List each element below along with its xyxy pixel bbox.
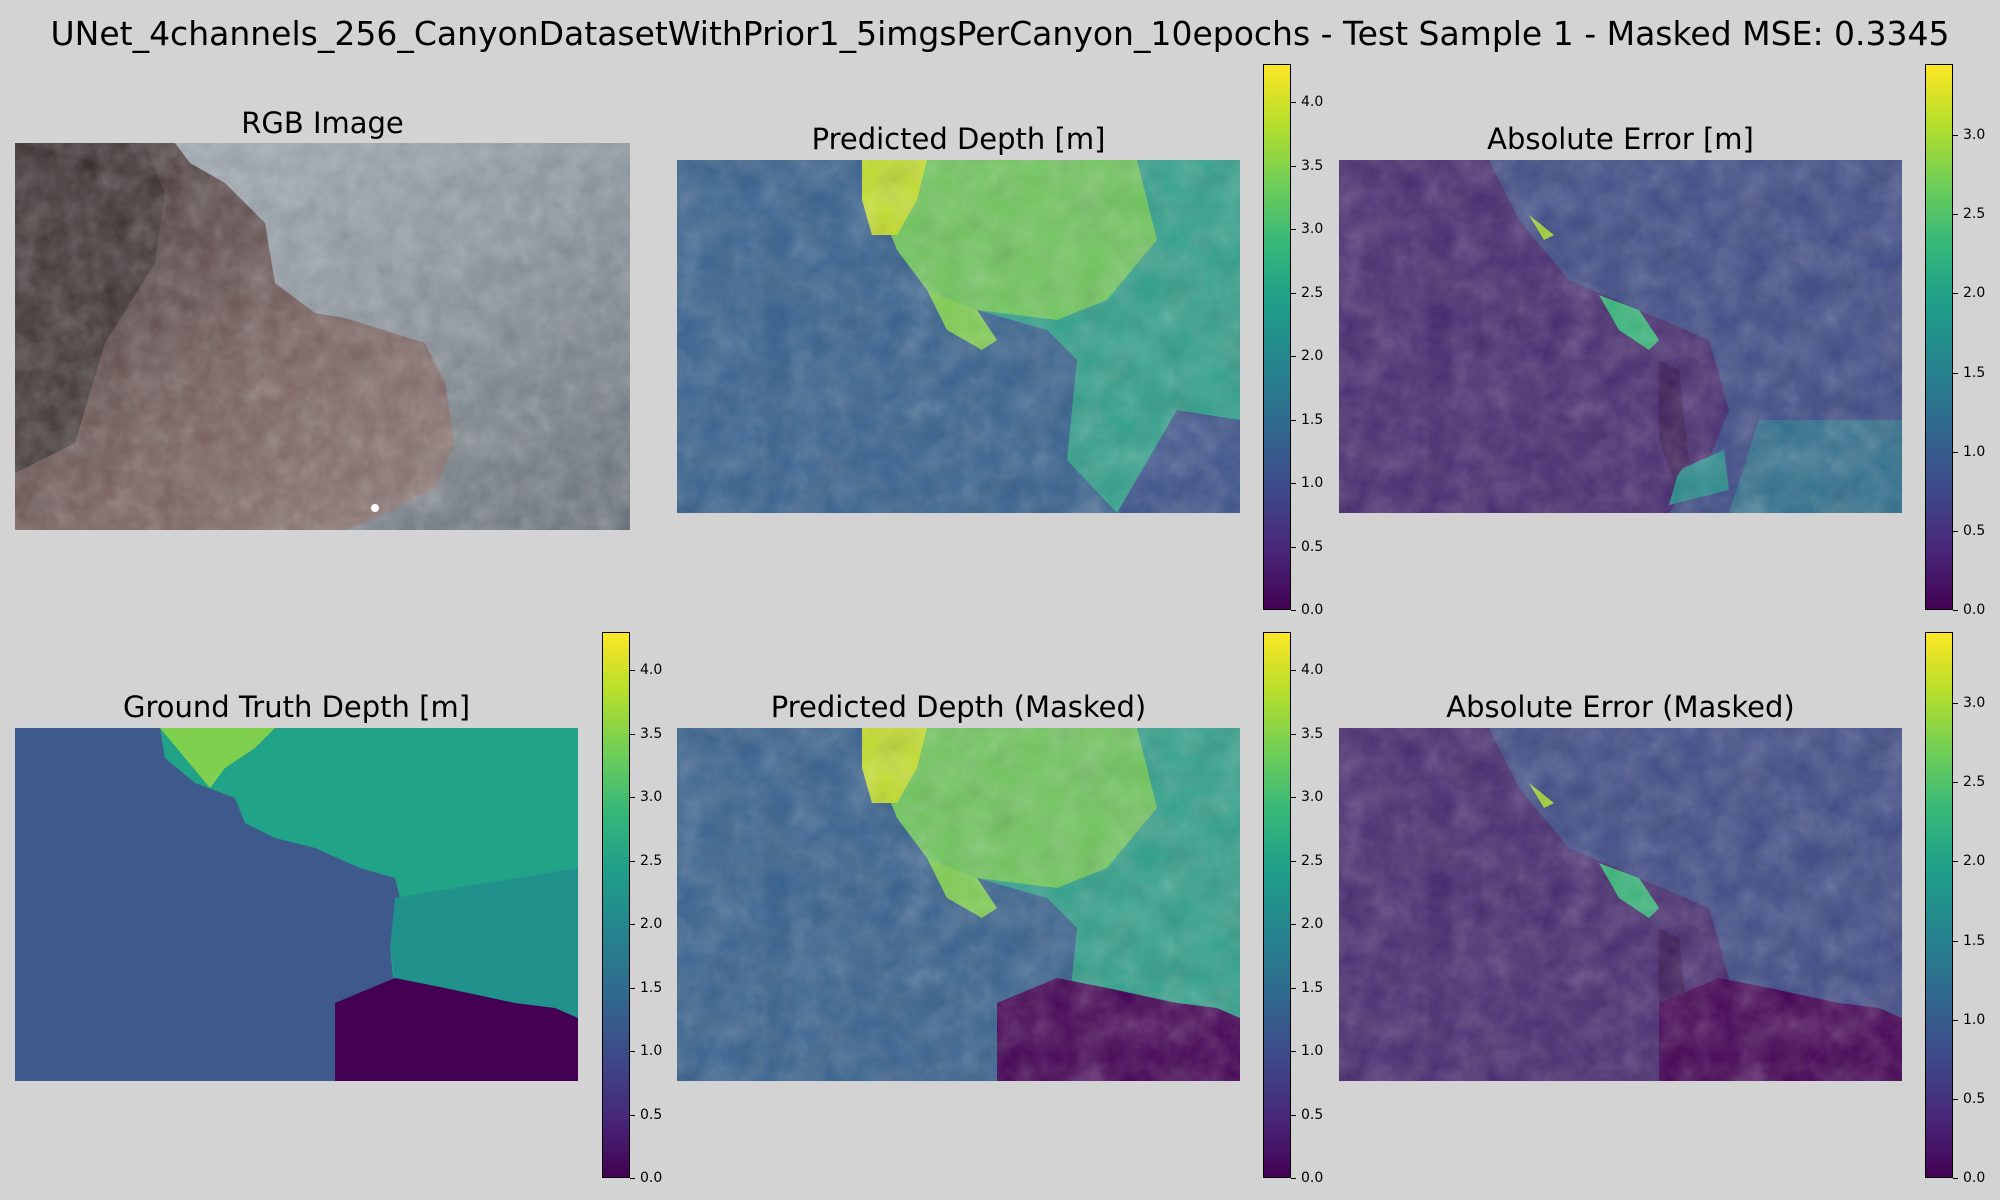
colorbar-tick-label: 2.5 — [1290, 284, 1324, 301]
colorbar-tick-label: 2.5 — [1952, 774, 1986, 791]
colorbar-tick-label: 3.0 — [629, 789, 663, 806]
predicted-depth-title: Predicted Depth [m] — [811, 122, 1106, 156]
colorbar-tick-label: 2.0 — [1290, 348, 1324, 365]
colorbar-tick-label: 2.0 — [1290, 916, 1324, 933]
colorbar-tick-label: 1.5 — [1290, 411, 1324, 428]
rgb-image-title: RGB Image — [241, 106, 404, 140]
colorbar-tick-label: 3.0 — [1290, 221, 1324, 238]
colorbar-tick-label: 2.0 — [1952, 853, 1986, 870]
colorbar-tick-label: 4.0 — [1290, 662, 1324, 679]
colorbar-tick-label: 3.5 — [1290, 725, 1324, 742]
predicted-depth-masked-colorbar — [1263, 632, 1291, 1178]
absolute-error-masked-title: Absolute Error (Masked) — [1446, 690, 1795, 724]
predicted-depth-masked-title: Predicted Depth (Masked) — [770, 690, 1147, 724]
ground-truth-depth-colorbar — [602, 632, 630, 1178]
colorbar-tick-label: 3.0 — [1952, 127, 1986, 144]
absolute-error-map — [1339, 160, 1902, 513]
colorbar-tick-label: 1.0 — [1952, 1011, 1986, 1028]
colorbar-tick-label: 0.5 — [1290, 1106, 1324, 1123]
colorbar-tick-label: 1.0 — [629, 1043, 663, 1060]
colorbar-tick-label: 0.5 — [1290, 538, 1324, 555]
predicted-depth-colorbar — [1263, 64, 1291, 610]
ground-truth-depth-map — [15, 728, 578, 1081]
colorbar-tick-label: 1.0 — [1952, 443, 1986, 460]
colorbar-tick-label: 2.0 — [1952, 285, 1986, 302]
colorbar-tick-label: 4.0 — [629, 662, 663, 679]
absolute-error-colorbar — [1925, 64, 1953, 610]
colorbar-tick-label: 3.5 — [629, 725, 663, 742]
colorbar-tick-label: 1.5 — [629, 979, 663, 996]
colorbar-tick-label: 1.5 — [1290, 979, 1324, 996]
colorbar-tick-label: 2.5 — [1952, 206, 1986, 223]
colorbar-tick-label: 1.5 — [1952, 364, 1986, 381]
colorbar-tick-label: 4.0 — [1290, 94, 1324, 111]
colorbar-tick-label: 0.0 — [1290, 602, 1324, 618]
absolute-error-title: Absolute Error [m] — [1487, 122, 1754, 156]
colorbar-tick-label: 0.5 — [1952, 1090, 1986, 1107]
figure-suptitle: UNet_4channels_256_CanyonDatasetWithPrio… — [50, 14, 1950, 53]
colorbar-tick-label: 1.5 — [1952, 932, 1986, 949]
absolute-error-masked-map — [1339, 728, 1902, 1081]
predicted-depth-map — [677, 160, 1240, 513]
colorbar-tick-label: 0.5 — [1952, 522, 1986, 539]
colorbar-tick-label: 0.0 — [1290, 1170, 1324, 1186]
colorbar-tick-label: 2.0 — [629, 916, 663, 933]
colorbar-tick-label: 2.5 — [1290, 852, 1324, 869]
ground-truth-depth-title: Ground Truth Depth [m] — [122, 690, 471, 724]
colorbar-tick-label: 0.0 — [1952, 1170, 1986, 1186]
predicted-depth-masked-map — [677, 728, 1240, 1081]
colorbar-tick-label: 3.0 — [1952, 695, 1986, 712]
colorbar-tick-label: 2.5 — [629, 852, 663, 869]
colorbar-tick-label: 3.5 — [1290, 157, 1324, 174]
colorbar-tick-label: 0.5 — [629, 1106, 663, 1123]
colorbar-tick-label: 1.0 — [1290, 475, 1324, 492]
colorbar-tick-label: 0.0 — [629, 1170, 663, 1186]
colorbar-tick-label: 1.0 — [1290, 1043, 1324, 1060]
colorbar-tick-label: 3.0 — [1290, 789, 1324, 806]
colorbar-tick-label: 0.0 — [1952, 602, 1986, 618]
absolute-error-masked-colorbar — [1925, 632, 1953, 1178]
rgb-image — [15, 143, 630, 530]
